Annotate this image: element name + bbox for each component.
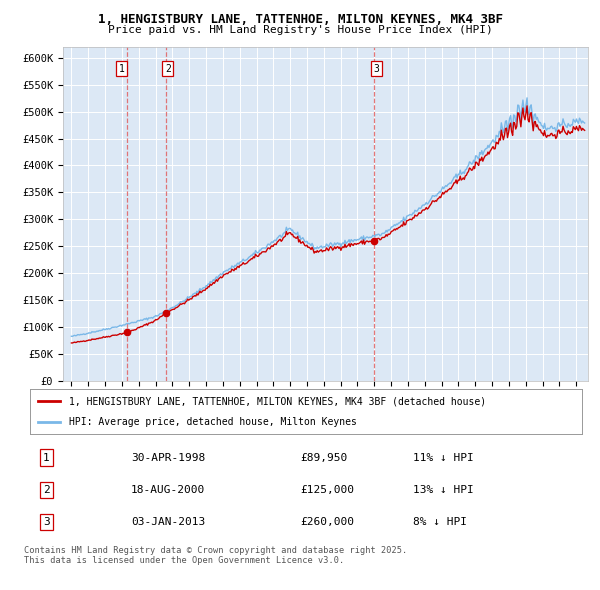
Text: 03-JAN-2013: 03-JAN-2013	[131, 517, 205, 527]
Text: 13% ↓ HPI: 13% ↓ HPI	[413, 485, 473, 494]
Text: £125,000: £125,000	[300, 485, 354, 494]
Text: 18-AUG-2000: 18-AUG-2000	[131, 485, 205, 494]
Text: 1: 1	[43, 453, 50, 463]
Text: £89,950: £89,950	[300, 453, 347, 463]
Text: Contains HM Land Registry data © Crown copyright and database right 2025.
This d: Contains HM Land Registry data © Crown c…	[24, 546, 407, 565]
Text: 1, HENGISTBURY LANE, TATTENHOE, MILTON KEYNES, MK4 3BF (detached house): 1, HENGISTBURY LANE, TATTENHOE, MILTON K…	[68, 396, 486, 407]
Text: 3: 3	[373, 64, 379, 74]
Text: HPI: Average price, detached house, Milton Keynes: HPI: Average price, detached house, Milt…	[68, 417, 356, 427]
Text: Price paid vs. HM Land Registry's House Price Index (HPI): Price paid vs. HM Land Registry's House …	[107, 25, 493, 35]
Text: 3: 3	[43, 517, 50, 527]
Text: 2: 2	[43, 485, 50, 494]
Text: 2: 2	[165, 64, 171, 74]
Text: £260,000: £260,000	[300, 517, 354, 527]
Text: 8% ↓ HPI: 8% ↓ HPI	[413, 517, 467, 527]
Text: 11% ↓ HPI: 11% ↓ HPI	[413, 453, 473, 463]
Text: 1, HENGISTBURY LANE, TATTENHOE, MILTON KEYNES, MK4 3BF: 1, HENGISTBURY LANE, TATTENHOE, MILTON K…	[97, 13, 503, 26]
Text: 30-APR-1998: 30-APR-1998	[131, 453, 205, 463]
Text: 1: 1	[119, 64, 124, 74]
